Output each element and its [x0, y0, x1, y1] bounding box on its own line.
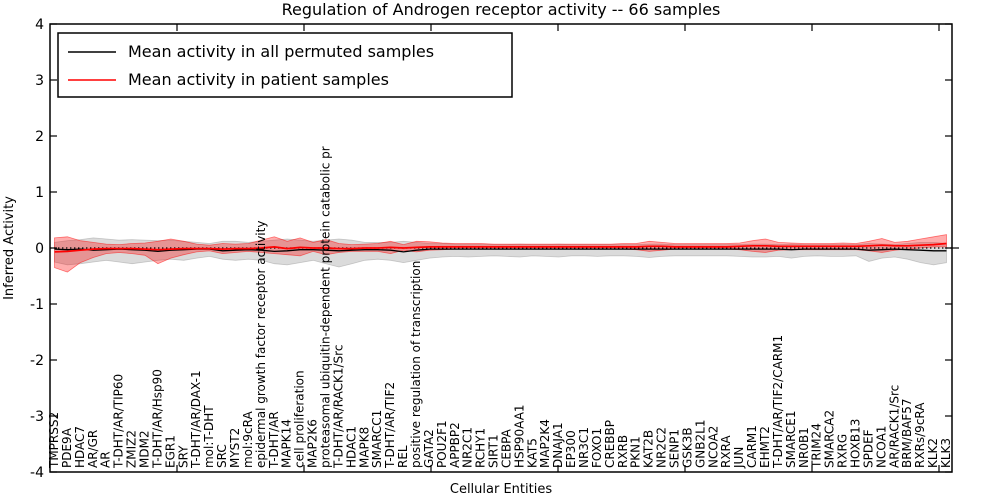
y-tick-label: 0 — [35, 241, 44, 257]
patient-band — [54, 234, 947, 273]
x-tick-label: T-DHT/AR/Hsp90 — [150, 369, 164, 469]
x-tick-label: GNB2L1 — [693, 420, 707, 468]
x-tick-label: SRY — [176, 445, 190, 468]
x-tick-label: T-DHT/AR/DAX-1 — [189, 370, 203, 469]
x-tick-label: KAT5 — [525, 438, 539, 468]
x-tick-label: epidermal growth factor receptor activit… — [254, 221, 268, 468]
x-tick-label: MDM2 — [137, 430, 151, 468]
x-tick-label: SMARCC1 — [370, 410, 384, 468]
x-tick-label: RXRs/9cRA — [913, 402, 927, 468]
axis-layer: 43210-1-2-3-4TMPRSS2PDE9AHDAC7AR/GRART-D… — [30, 17, 959, 481]
x-tick-label: SMARCA2 — [823, 410, 837, 468]
x-tick-label: CEBPA — [499, 428, 513, 468]
x-tick-label: KLK2 — [926, 438, 940, 468]
x-tick-label: RXRB — [616, 435, 630, 468]
chart-title: Regulation of Androgen receptor activity… — [282, 0, 721, 19]
x-tick-label: AR/GR — [86, 430, 100, 468]
x-tick-label: BRM/BAF57 — [900, 398, 914, 468]
x-tick-label: HDAC1 — [344, 426, 358, 468]
x-tick-label: proteasomal ubiquitin-dependent protein … — [318, 146, 332, 468]
x-tick-label: CREBBP — [603, 420, 617, 468]
y-tick-label: -3 — [30, 409, 44, 425]
x-tick-label: TMPRSS2 — [47, 412, 61, 469]
patient-mean-line — [54, 242, 947, 253]
x-tick-label: RCHY1 — [474, 428, 488, 468]
x-tick-label: NCOA1 — [874, 426, 888, 468]
x-tick-label: PDE9A — [60, 427, 74, 468]
x-tick-label: HDAC7 — [73, 426, 87, 468]
legend-box — [57, 32, 513, 98]
x-tick-label: EP300 — [564, 430, 578, 468]
x-tick-label: T-DHT/AR/TIF2/CARM1 — [771, 335, 785, 469]
x-tick-label: mol:9cRA — [241, 411, 255, 468]
x-tick-label: GATA2 — [422, 429, 436, 468]
y-tick-label: 1 — [35, 185, 44, 201]
x-tick-label: MAPK8 — [357, 427, 371, 468]
x-tick-label: PKN1 — [629, 436, 643, 468]
x-tick-label: KAT2B — [642, 430, 656, 468]
x-tick-label: NR2C1 — [461, 427, 475, 468]
x-tick-label: HOXB13 — [849, 419, 863, 468]
x-tick-label: T-DHT/AR/TIP60 — [112, 374, 126, 469]
x-tick-label: RXRA — [719, 435, 733, 468]
x-tick-label: MAP2K6 — [306, 419, 320, 468]
x-tick-label: TRIM24 — [810, 423, 824, 469]
x-tick-label: JUN — [732, 447, 746, 469]
x-tick-label: MAPK14 — [280, 419, 294, 468]
x-tick-label: POU2F1 — [435, 420, 449, 468]
x-tick-label: SMARCE1 — [784, 410, 798, 468]
x-tick-label: GSK3B — [680, 427, 694, 468]
y-tick-label: -1 — [30, 297, 44, 313]
x-tick-label: SIRT1 — [487, 434, 501, 468]
x-tick-label: SENP1 — [668, 429, 682, 468]
y-axis-label: Inferred Activity — [2, 196, 17, 300]
y-tick-label: 2 — [35, 129, 44, 145]
x-tick-label: RXRG — [836, 434, 850, 468]
x-tick-label: MAP2K4 — [538, 419, 552, 468]
x-tick-label: ZMIZ2 — [125, 430, 139, 468]
legend: Mean activity in all permuted samples Me… — [57, 32, 513, 98]
x-tick-label: T-DHT/AR/TIF2 — [383, 382, 397, 469]
x-tick-label: NR2C2 — [655, 427, 669, 468]
x-tick-label: CARM1 — [745, 425, 759, 468]
x-tick-label: KLK3 — [939, 438, 953, 468]
legend-permuted-label: Mean activity in all permuted samples — [128, 42, 434, 61]
x-axis-label: Cellular Entities — [450, 482, 552, 497]
y-tick-label: -4 — [30, 465, 44, 481]
x-tick-label: AR — [99, 451, 113, 468]
x-tick-label: NR3C1 — [577, 427, 591, 468]
x-tick-label: SPDEF — [861, 429, 875, 468]
x-tick-label: DNAJA1 — [551, 422, 565, 468]
plot-area — [50, 234, 952, 273]
permuted-band — [54, 237, 947, 268]
x-tick-label: NCOA2 — [706, 426, 720, 468]
y-tick-label: -2 — [30, 353, 44, 369]
x-tick-label: mol:T-DHT — [202, 405, 216, 468]
x-tick-label: NR0B1 — [797, 427, 811, 468]
x-tick-label: cell proliferation — [293, 370, 307, 468]
x-tick-label: REL — [396, 445, 410, 468]
x-tick-label: EGR1 — [163, 435, 177, 468]
x-tick-label: APPBP2 — [448, 422, 462, 468]
x-tick-label: HSP90AA1 — [512, 404, 526, 468]
x-tick-label: T-DHT/AR — [267, 411, 281, 469]
y-tick-label: 3 — [35, 73, 44, 89]
legend-patient-label: Mean activity in patient samples — [128, 70, 389, 89]
x-tick-label: AR/RACK1/Src — [887, 385, 901, 468]
x-tick-label: EHMT2 — [758, 426, 772, 468]
x-tick-label: positive regulation of transcription — [409, 261, 423, 468]
x-tick-label: SRC — [215, 444, 229, 468]
x-tick-label: MYST2 — [228, 428, 242, 468]
x-tick-label: FOXO1 — [590, 428, 604, 468]
x-tick-label: T-DHT/AR/RACK1/Src — [331, 345, 345, 469]
y-tick-label: 4 — [35, 17, 44, 33]
